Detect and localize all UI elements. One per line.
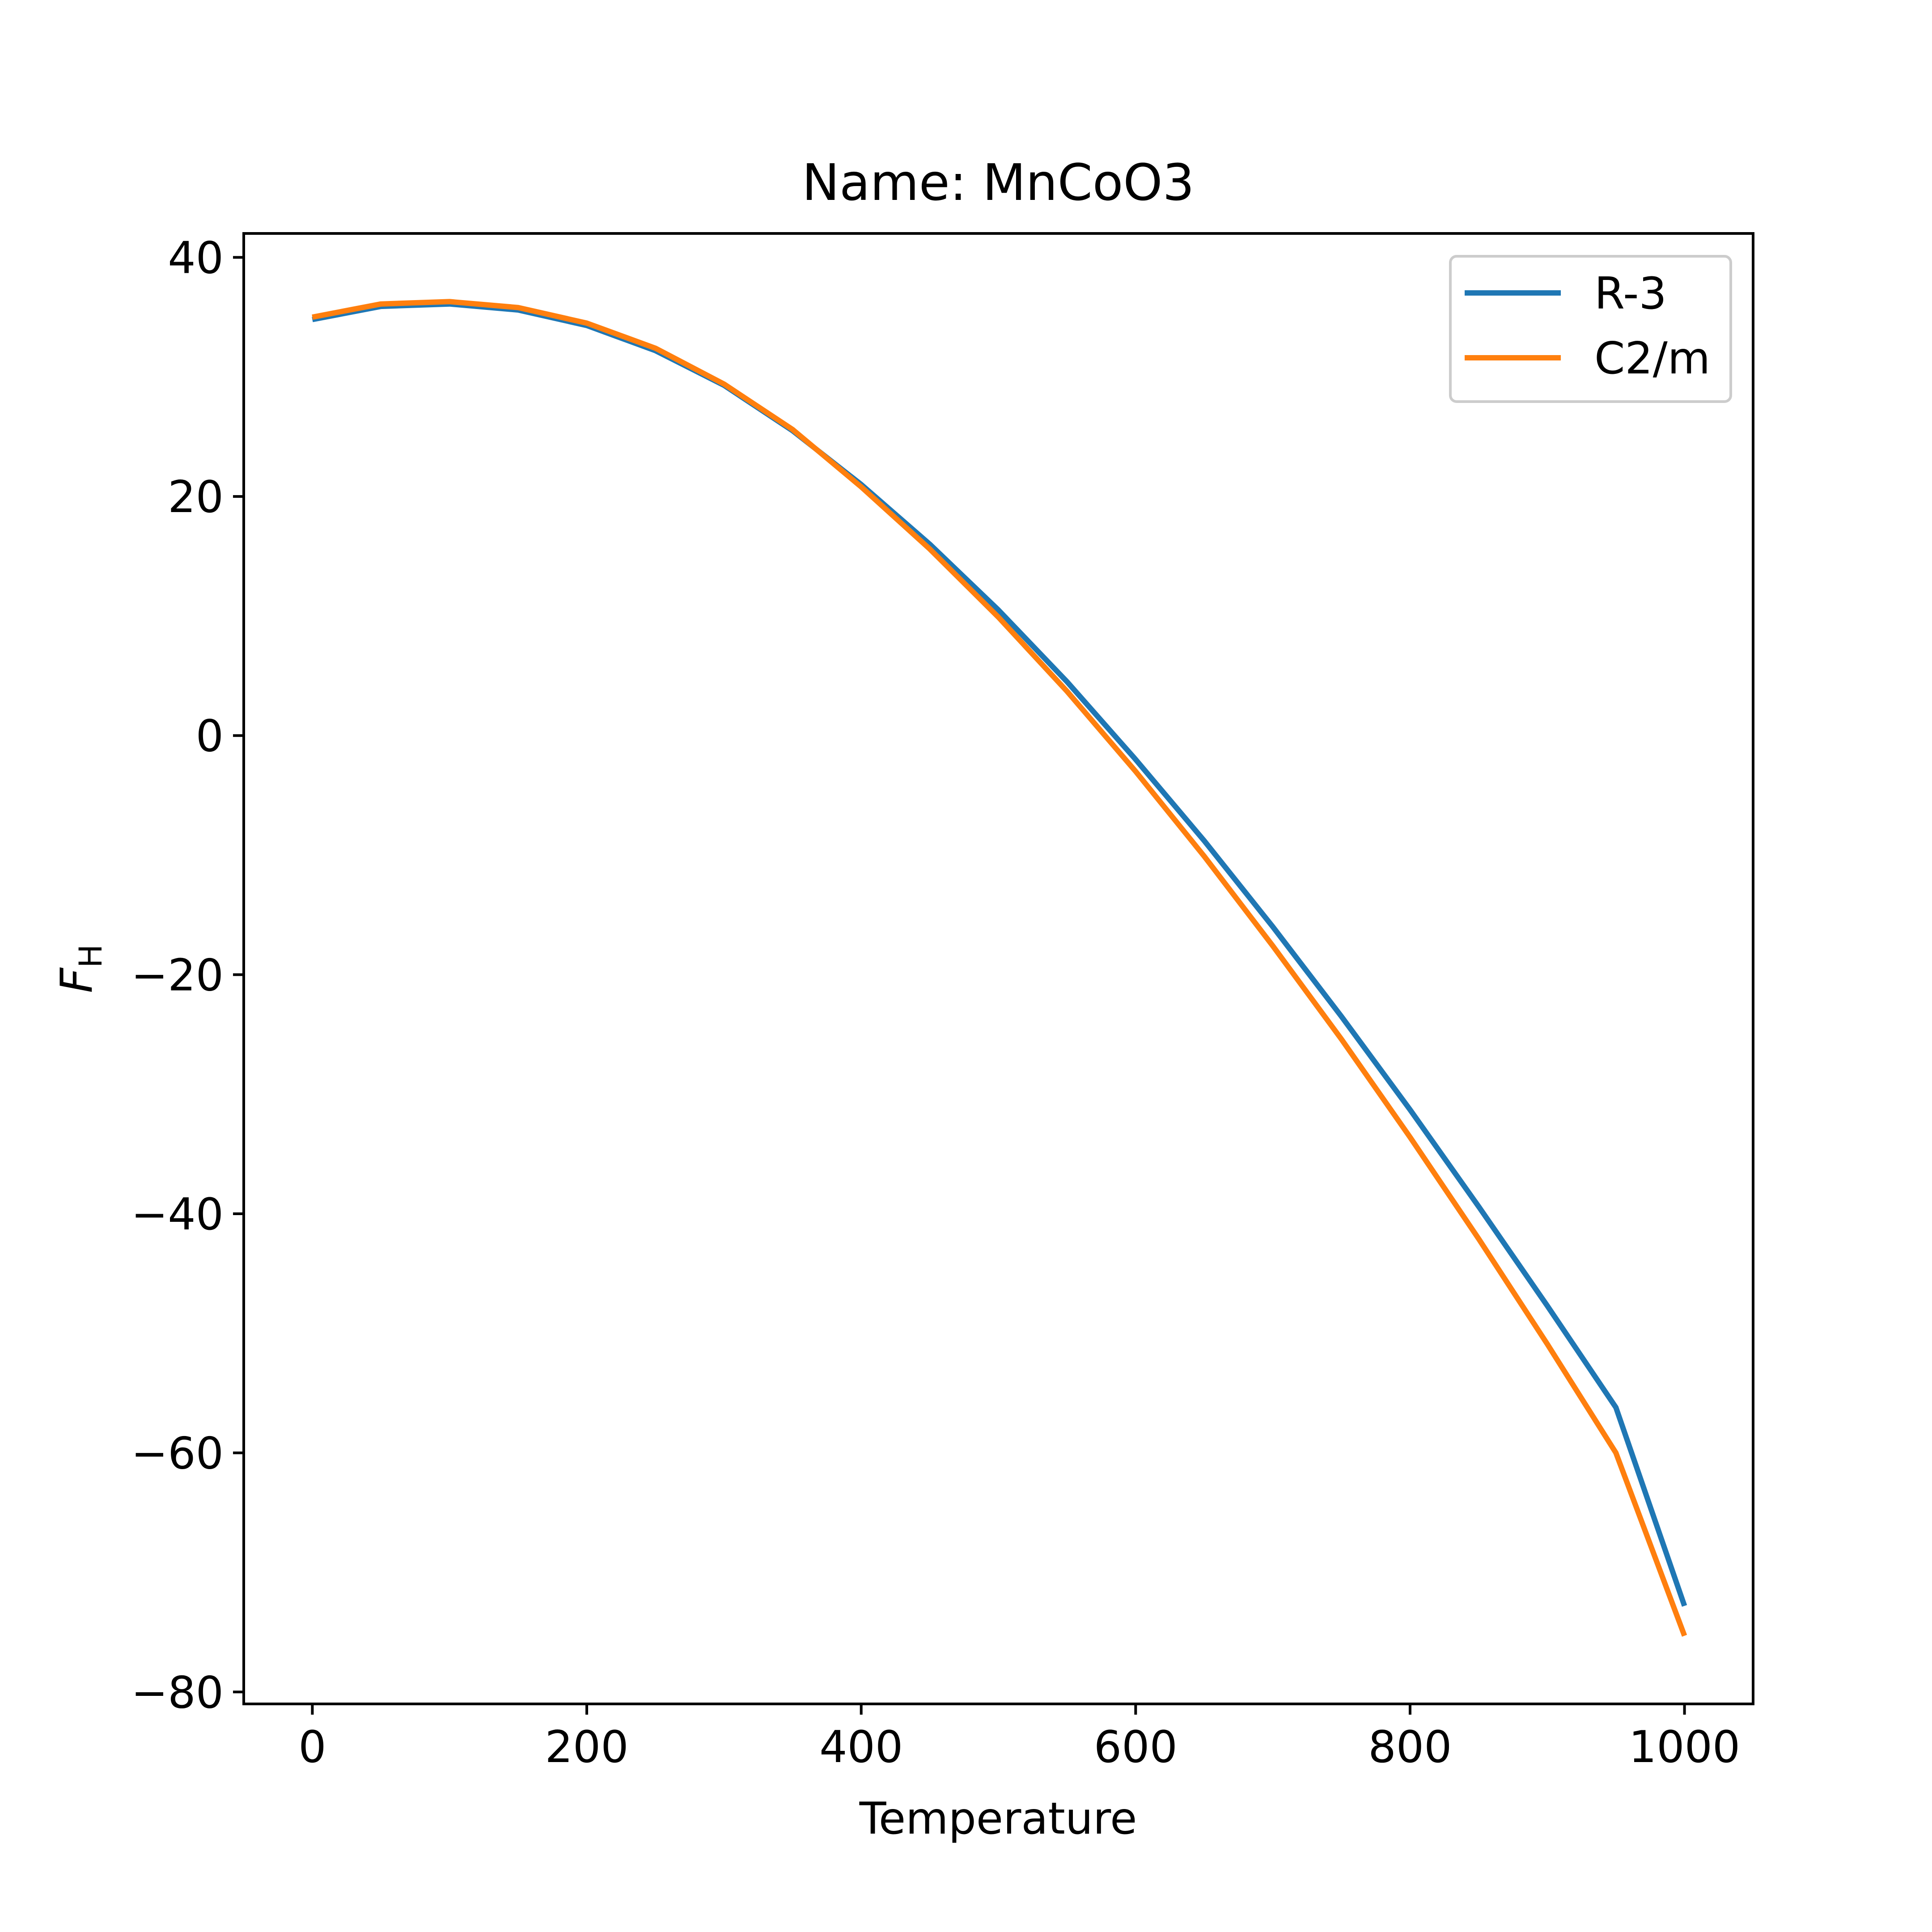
y-tick-label: −20 xyxy=(131,950,224,1001)
x-tick-label: 800 xyxy=(1368,1722,1452,1773)
plot-background xyxy=(244,233,1753,1704)
y-tick-label: −60 xyxy=(131,1428,224,1479)
series-line-c2-m xyxy=(312,299,1687,1637)
series-layer xyxy=(312,299,1687,1637)
y-tick-label: −80 xyxy=(131,1667,224,1718)
x-tick-label: 0 xyxy=(298,1722,326,1773)
y-axis-label-main: F xyxy=(51,967,102,993)
y-axis: 40 20 0 −20 −40 −60 −80 xyxy=(131,233,244,1718)
x-tick-label: 600 xyxy=(1094,1722,1178,1773)
legend-label-r-3: R-3 xyxy=(1594,268,1667,319)
plot-frame xyxy=(242,232,1754,1705)
y-tick-label: 20 xyxy=(168,472,224,523)
y-tick-label: 40 xyxy=(168,233,224,284)
chart-title: Name: MnCoO3 xyxy=(802,154,1195,212)
x-tick-label: 1000 xyxy=(1629,1722,1740,1773)
y-tick-label: 0 xyxy=(196,711,224,762)
plot-area xyxy=(244,233,1753,1704)
x-axis: 0 200 400 600 800 1000 xyxy=(298,1704,1740,1773)
y-tick-label: −40 xyxy=(131,1189,224,1240)
legend-label-c2-m: C2/m xyxy=(1594,333,1710,384)
y-axis-label: FH xyxy=(51,944,109,993)
x-axis-label: Temperature xyxy=(859,1793,1137,1844)
svg-text:FH: FH xyxy=(51,944,109,993)
y-axis-label-subscript: H xyxy=(72,944,109,968)
legend: R-3 C2/m xyxy=(1449,255,1732,403)
x-tick-label: 200 xyxy=(545,1722,629,1773)
x-tick-label: 400 xyxy=(819,1722,903,1773)
